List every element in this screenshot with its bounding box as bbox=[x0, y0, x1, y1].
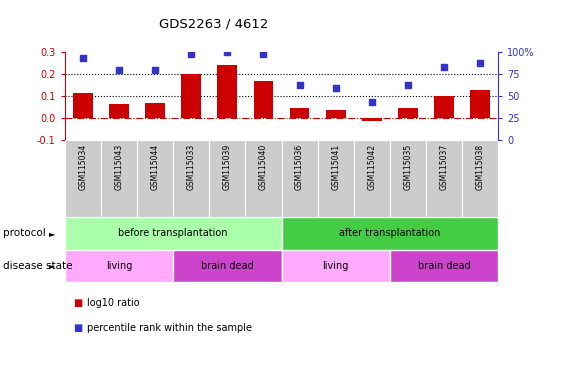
Text: before transplantation: before transplantation bbox=[118, 228, 228, 238]
Text: GSM115038: GSM115038 bbox=[476, 144, 485, 190]
Point bbox=[367, 99, 376, 105]
Point bbox=[187, 51, 196, 58]
Bar bbox=[65, 250, 173, 282]
Point bbox=[476, 60, 485, 66]
Text: GSM115042: GSM115042 bbox=[367, 144, 376, 190]
Text: protocol: protocol bbox=[3, 228, 46, 238]
Text: GSM115033: GSM115033 bbox=[187, 144, 196, 190]
FancyBboxPatch shape bbox=[318, 140, 354, 217]
Bar bbox=[326, 110, 346, 118]
Text: ►: ► bbox=[49, 229, 56, 238]
Bar bbox=[65, 217, 282, 250]
Point bbox=[295, 82, 304, 88]
Bar bbox=[390, 250, 498, 282]
Bar bbox=[173, 250, 282, 282]
Bar bbox=[109, 104, 129, 118]
Text: GSM115041: GSM115041 bbox=[331, 144, 340, 190]
FancyBboxPatch shape bbox=[101, 140, 137, 217]
Bar bbox=[470, 90, 490, 118]
Point bbox=[150, 67, 159, 73]
Text: GSM115034: GSM115034 bbox=[78, 144, 87, 190]
Point bbox=[404, 81, 413, 88]
FancyBboxPatch shape bbox=[426, 140, 462, 217]
Bar bbox=[217, 65, 237, 118]
Text: living: living bbox=[106, 261, 132, 271]
Bar bbox=[362, 118, 382, 121]
Text: GSM115044: GSM115044 bbox=[150, 144, 159, 190]
FancyBboxPatch shape bbox=[173, 140, 209, 217]
Point bbox=[114, 66, 123, 73]
FancyBboxPatch shape bbox=[354, 140, 390, 217]
Text: GSM115040: GSM115040 bbox=[259, 144, 268, 190]
Bar bbox=[289, 108, 310, 118]
Text: living: living bbox=[323, 261, 349, 271]
Bar bbox=[282, 217, 498, 250]
Text: GSM115035: GSM115035 bbox=[404, 144, 413, 190]
Bar bbox=[181, 74, 201, 118]
Text: ►: ► bbox=[49, 262, 56, 270]
FancyBboxPatch shape bbox=[137, 140, 173, 217]
Text: brain dead: brain dead bbox=[201, 261, 253, 271]
Point bbox=[440, 64, 449, 70]
Text: percentile rank within the sample: percentile rank within the sample bbox=[87, 323, 252, 333]
Point bbox=[259, 51, 268, 57]
Bar bbox=[398, 108, 418, 118]
FancyBboxPatch shape bbox=[65, 140, 101, 217]
FancyBboxPatch shape bbox=[282, 140, 318, 217]
Text: GSM115043: GSM115043 bbox=[114, 144, 123, 190]
Text: disease state: disease state bbox=[3, 261, 72, 271]
Point bbox=[78, 55, 87, 61]
Text: GDS2263 / 4612: GDS2263 / 4612 bbox=[159, 17, 269, 30]
Bar bbox=[73, 93, 93, 118]
Text: after transplantation: after transplantation bbox=[339, 228, 441, 238]
Text: log10 ratio: log10 ratio bbox=[87, 298, 140, 308]
Bar bbox=[282, 250, 390, 282]
Text: ■: ■ bbox=[73, 298, 82, 308]
FancyBboxPatch shape bbox=[462, 140, 498, 217]
FancyBboxPatch shape bbox=[390, 140, 426, 217]
Bar bbox=[434, 96, 454, 118]
FancyBboxPatch shape bbox=[245, 140, 282, 217]
Bar bbox=[253, 81, 274, 118]
Text: ■: ■ bbox=[73, 323, 82, 333]
Point bbox=[223, 49, 232, 55]
FancyBboxPatch shape bbox=[209, 140, 245, 217]
Bar bbox=[145, 103, 165, 118]
Point bbox=[331, 85, 340, 91]
Text: GSM115039: GSM115039 bbox=[223, 144, 232, 190]
Text: GSM115037: GSM115037 bbox=[440, 144, 449, 190]
Text: GSM115036: GSM115036 bbox=[295, 144, 304, 190]
Text: brain dead: brain dead bbox=[418, 261, 470, 271]
